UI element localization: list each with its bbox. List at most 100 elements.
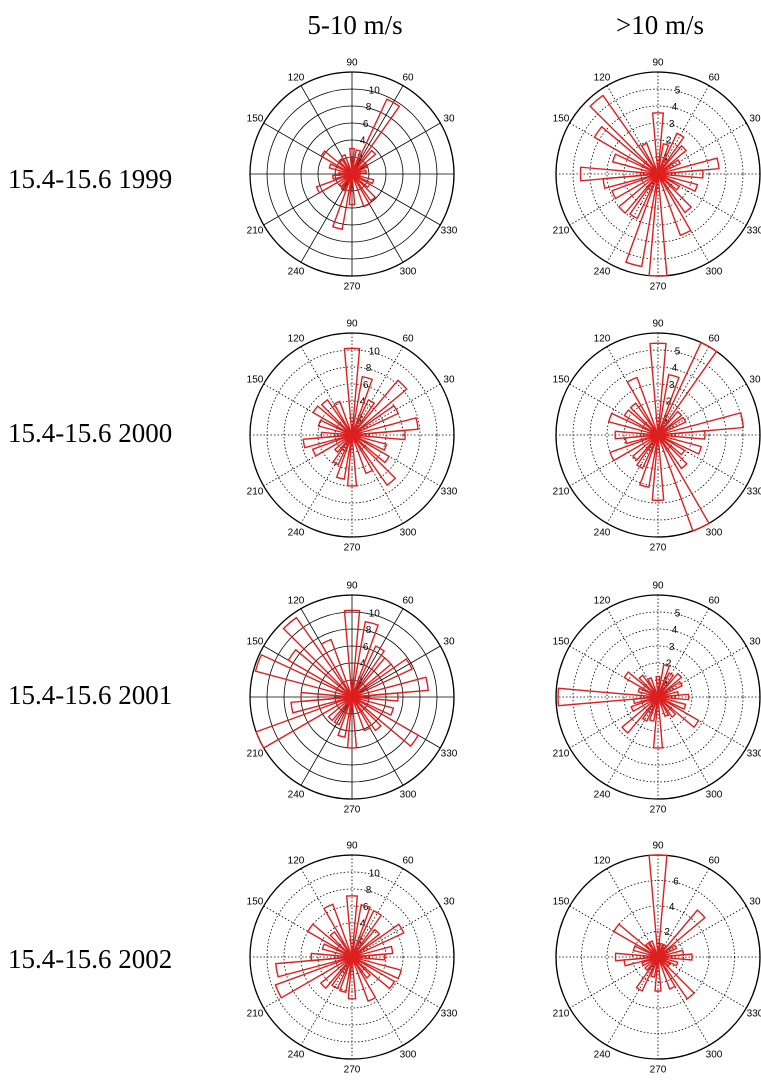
rose-sector — [254, 653, 353, 698]
rose-sector — [300, 691, 353, 703]
angle-label: 300 — [706, 789, 723, 800]
angle-label: 300 — [706, 1049, 723, 1060]
ring-label: 8 — [366, 625, 372, 636]
rose-sector — [331, 956, 353, 990]
ring-label: 6 — [673, 877, 679, 888]
ring-label: 8 — [366, 885, 372, 896]
angle-label: 150 — [553, 114, 570, 125]
rose-sector — [275, 956, 353, 978]
rose-sector — [657, 953, 693, 961]
rose-sector — [338, 157, 353, 175]
angle-label: 150 — [247, 375, 264, 386]
rose-sector — [351, 903, 372, 958]
rose-sector — [351, 434, 391, 464]
ring-label: 3 — [669, 119, 675, 130]
rose-sector — [651, 434, 665, 501]
rose-sector — [657, 909, 706, 958]
rose-sector — [628, 173, 659, 220]
ring-label: 6 — [363, 642, 369, 653]
rose-sector — [351, 169, 367, 175]
rose-sector — [333, 696, 353, 726]
rose-sector — [351, 696, 382, 732]
angle-label: 210 — [247, 487, 264, 498]
rose-sector — [290, 696, 353, 714]
rose-sector — [335, 434, 353, 481]
rose-sector — [657, 956, 671, 967]
rose-sector — [351, 149, 362, 175]
rose-sector — [340, 153, 353, 175]
rose-sector — [648, 854, 668, 958]
angle-label: 120 — [594, 334, 611, 345]
angle-label: 240 — [594, 789, 611, 800]
rose-sector — [657, 158, 682, 175]
angle-label: 240 — [594, 266, 611, 277]
rose-sector — [657, 672, 675, 698]
rose-sector — [319, 956, 353, 990]
rose-sector — [351, 692, 399, 702]
angle-label: 270 — [344, 543, 361, 554]
rose-sector — [657, 672, 683, 698]
angle-label: 30 — [443, 375, 455, 386]
rose-sector — [351, 909, 383, 958]
angle-label: 330 — [441, 749, 458, 760]
rose-sector — [612, 923, 659, 958]
rose-sector — [657, 434, 688, 470]
rose-sector — [338, 956, 353, 993]
angle-label: 60 — [708, 856, 720, 867]
angle-label: 300 — [400, 1049, 417, 1060]
rose-sector — [643, 956, 659, 972]
angle-label: 270 — [650, 1065, 667, 1076]
angle-label: 210 — [247, 749, 264, 760]
angle-label: 150 — [247, 897, 264, 908]
rose-sector — [640, 142, 659, 175]
angle-label: 330 — [441, 1009, 458, 1020]
rose-sector — [593, 125, 659, 175]
rose-sector — [332, 434, 353, 466]
angle-label: 150 — [247, 114, 264, 125]
angle-label: 240 — [594, 1049, 611, 1060]
rose-sector — [632, 945, 659, 958]
rose-sector — [351, 173, 377, 202]
rose-sector — [351, 416, 419, 436]
rose-sector — [333, 434, 353, 454]
rose-chart-4-2: 90 60 30 330 300 270 240 210 150 120 2 4 6 — [553, 841, 761, 1076]
rose-sector — [657, 956, 676, 990]
rose-sector — [310, 952, 353, 962]
rose-sector — [657, 411, 745, 436]
rose-sector — [641, 696, 659, 722]
angle-label: 270 — [344, 805, 361, 816]
angle-label: 240 — [288, 789, 305, 800]
rose-sector — [646, 676, 659, 698]
ring-label: 4 — [360, 397, 366, 408]
rose-sector — [579, 166, 659, 182]
ring-label: 2 — [666, 397, 672, 408]
rose-sector — [321, 943, 353, 958]
rose-sector — [351, 657, 414, 698]
rose-sector — [333, 400, 353, 436]
rose-sector — [351, 696, 420, 748]
rose-sector — [657, 943, 667, 958]
row-label-2002: 15.4-15.6 2002 — [8, 944, 173, 974]
rose-sector — [617, 173, 659, 215]
angle-label: 120 — [594, 596, 611, 607]
grid-ring — [606, 383, 710, 487]
rose-sector — [657, 341, 718, 436]
rose-sector — [635, 434, 659, 470]
angle-label: 270 — [344, 1065, 361, 1076]
ring-label: 8 — [366, 363, 372, 374]
rose-sector — [311, 434, 353, 457]
rose-sector — [351, 149, 377, 175]
rose-sector — [637, 687, 659, 698]
rose-sector — [652, 696, 664, 749]
rose-sector — [337, 696, 353, 738]
rose-sector — [611, 173, 659, 200]
rose-sector — [607, 412, 659, 436]
rose-sector — [657, 664, 671, 698]
rose-sector — [657, 410, 683, 436]
rose-sector — [351, 404, 400, 436]
angle-label: 60 — [708, 73, 720, 84]
angle-label: 240 — [594, 527, 611, 538]
rose-sector — [629, 402, 659, 436]
